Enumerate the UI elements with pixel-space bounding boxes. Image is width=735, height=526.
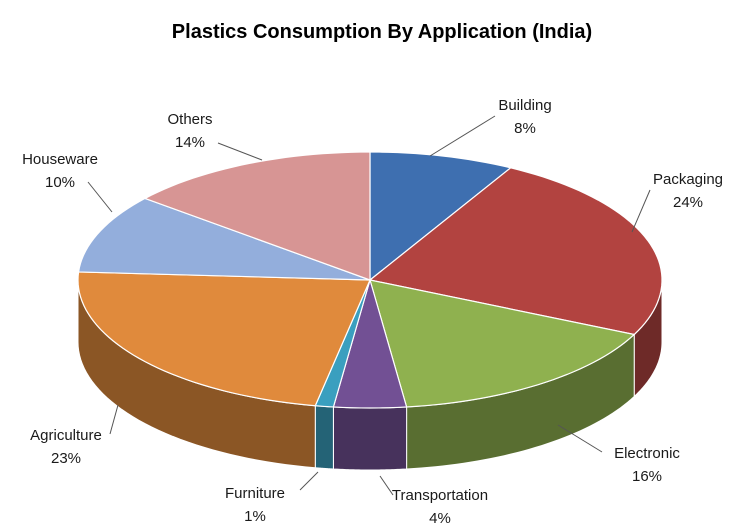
slice-houseware [77, 197, 371, 281]
leader-line-furniture [299, 471, 319, 491]
leader-line-transportation [379, 475, 394, 496]
slice-agriculture [77, 271, 371, 407]
label-value-building: 8% [514, 120, 536, 137]
leader-line-packaging [631, 189, 651, 233]
leader-line-agriculture [109, 404, 119, 435]
label-value-others: 14% [175, 134, 205, 151]
label-value-furniture: 1% [244, 508, 266, 525]
label-value-packaging: 24% [673, 194, 703, 211]
pie-top [77, 151, 663, 409]
label-name-houseware: Houseware [22, 151, 98, 168]
slice-others [143, 151, 371, 281]
slice-electronic [369, 279, 636, 408]
label-name-building: Building [498, 97, 551, 114]
label-value-electronic: 16% [632, 468, 662, 485]
slice-packaging [368, 167, 663, 336]
label-name-others: Others [167, 111, 212, 128]
leader-line-electronic [557, 424, 603, 453]
pie-labels: Building 8% Packaging 24% Electronic 16% Trans… [22, 97, 723, 526]
label-value-houseware: 10% [45, 174, 75, 191]
label-value-transportation: 4% [429, 510, 451, 526]
slice-building [369, 151, 513, 282]
side-furniture [314, 405, 334, 470]
slice-transportation [332, 277, 408, 409]
label-name-furniture: Furniture [225, 485, 285, 502]
leader-line-houseware [87, 181, 113, 213]
label-name-transportation: Transportation [392, 487, 488, 504]
chart-title: Plastics Consumption By Application (Ind… [172, 21, 592, 43]
label-name-agriculture: Agriculture [30, 427, 102, 444]
label-name-packaging: Packaging [653, 171, 723, 188]
side-transportation [332, 406, 408, 471]
leader-line-building [429, 115, 496, 157]
label-name-electronic: Electronic [614, 445, 680, 462]
pie-sides [77, 279, 663, 471]
leader-line-others [217, 142, 263, 161]
label-value-agriculture: 23% [51, 450, 81, 467]
